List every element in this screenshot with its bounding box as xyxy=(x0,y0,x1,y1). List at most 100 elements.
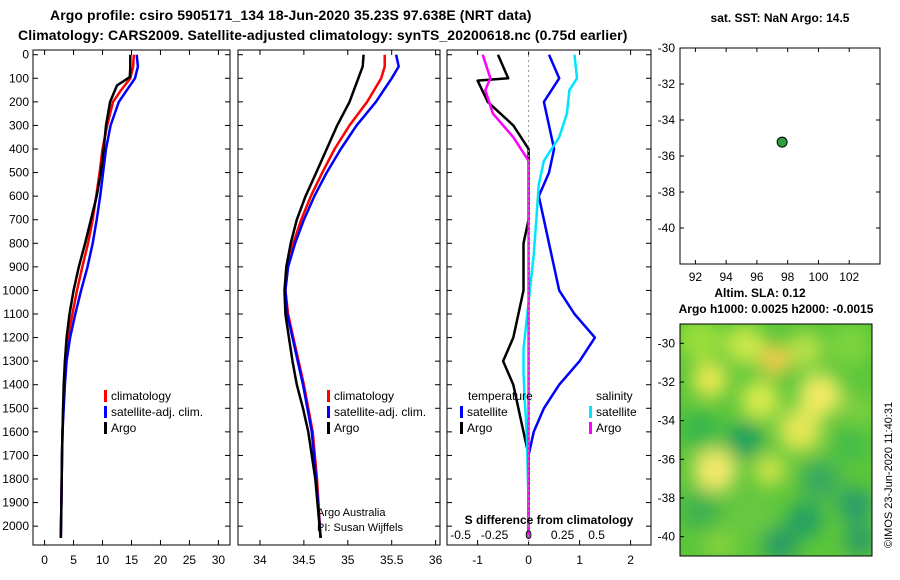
legend-swatch-climatology xyxy=(327,390,330,402)
x-tick-label: 2 xyxy=(627,553,634,567)
y-tick-label: 400 xyxy=(9,142,29,156)
legend-swatch-satellite xyxy=(327,406,330,418)
legend-label-climatology: climatology xyxy=(334,389,394,403)
heatmap-blobs xyxy=(680,324,872,556)
x-tick-label: 92 xyxy=(689,270,703,284)
y-tick-label: 1100 xyxy=(3,307,29,321)
y-tick-label: 100 xyxy=(9,71,29,85)
series-line-argo xyxy=(283,54,365,539)
y-tick-label: -40 xyxy=(658,221,676,235)
x-tick-label: 34 xyxy=(253,553,267,567)
y-tick-label: 1300 xyxy=(2,354,29,368)
y-tick-label: 0 xyxy=(22,48,29,62)
x-tick-label: 34.5 xyxy=(292,553,316,567)
heatmap-cell xyxy=(740,380,780,420)
top-axis-tick-label: 0.5 xyxy=(588,528,605,542)
y-tick-label: 1500 xyxy=(2,401,29,415)
x-tick-label: 102 xyxy=(839,270,859,284)
y-tick-label: 200 xyxy=(9,95,29,109)
legend-swatch-satellite_s xyxy=(589,406,592,418)
legend-swatch-argo xyxy=(327,422,330,434)
title-line-2: Climatology: CARS2009. Satellite-adjuste… xyxy=(18,27,628,43)
difference-panel: -1 0 1 2 S difference from climatology-0.5 -0… xyxy=(446,49,652,567)
legend-swatch-satellite xyxy=(104,406,107,418)
y-tick-label: -34 xyxy=(658,113,676,127)
plot-frame xyxy=(446,49,652,546)
heatmap-cell xyxy=(680,324,722,362)
series-line-satellite-temperature- xyxy=(527,54,597,538)
credit-line-1: Argo Australia xyxy=(317,507,386,519)
y-tick-label: -32 xyxy=(658,77,676,91)
series-line-satellite-adj-clim- xyxy=(284,54,400,538)
legend-label-satellite_t: satellite xyxy=(467,405,508,419)
x-tick-label: 100 xyxy=(808,270,828,284)
heatmap-cell xyxy=(727,422,763,458)
heatmap-cell xyxy=(837,487,872,523)
y-tick-label: 800 xyxy=(9,236,29,250)
legend-swatch-argo_s xyxy=(589,422,592,434)
heatmap-cell xyxy=(778,408,822,452)
legend-title-temperature: temperature xyxy=(468,389,533,403)
y-tick-label: -40 xyxy=(658,530,676,544)
x-tick-label: 35.5 xyxy=(380,553,404,567)
heatmap-frame xyxy=(679,323,873,557)
x-tick-label: 0 xyxy=(525,553,532,567)
x-tick-label: 94 xyxy=(719,270,733,284)
heatmap-cell xyxy=(762,527,798,556)
x-tick-label: 15 xyxy=(125,553,139,567)
legend-label-argo_s: Argo xyxy=(596,421,622,435)
heatmap-cell xyxy=(680,490,720,530)
y-tick-label: 300 xyxy=(9,118,29,132)
x-tick-label: 1 xyxy=(576,553,583,567)
credit-line-2: PI: Susan Wijffels xyxy=(317,522,403,534)
y-tick-label: -30 xyxy=(658,336,676,350)
legend-label-satellite_s: satellite xyxy=(596,405,637,419)
y-tick-label: 700 xyxy=(9,213,29,227)
altim-title-2: Argo h1000: 0.0025 h2000: -0.0015 xyxy=(679,302,874,316)
plot-frame xyxy=(237,49,441,546)
y-tick-label: -30 xyxy=(658,41,676,55)
legend-title-salinity: salinity xyxy=(596,389,633,403)
y-tick-label: 500 xyxy=(9,166,29,180)
legend-label-climatology: climatology xyxy=(111,389,171,403)
salinity-panel: 34 34.5 35 35.5 36 climatology satellite-adj. … xyxy=(237,49,443,567)
heatmap-cell xyxy=(725,325,765,365)
x-tick-label: 0 xyxy=(41,553,48,567)
y-tick-label: 900 xyxy=(9,260,29,274)
top-axis-tick-label: 0 xyxy=(525,528,532,542)
top-axis-tick-label: -0.25 xyxy=(481,528,509,542)
heatmap-cell xyxy=(728,493,772,537)
y-tick-label: 1900 xyxy=(2,496,29,510)
location-map-panel: sat. SST: NaN Argo: 14.5 92 94 96 98 100 102 -3… xyxy=(658,11,881,284)
title-line-1: Argo profile: csiro 5905171_134 18-Jun-2… xyxy=(50,7,532,23)
heatmap-cell xyxy=(692,362,728,398)
series-line-argo xyxy=(59,54,132,538)
y-tick-label: -32 xyxy=(658,375,676,389)
altim-title-1: Altim. SLA: 0.12 xyxy=(714,286,806,300)
heatmap-cell xyxy=(832,427,868,463)
heatmap-cell xyxy=(680,410,720,450)
heatmap-cell xyxy=(759,344,791,376)
legend-swatch-argo xyxy=(104,422,107,434)
y-tick-label: 1600 xyxy=(2,425,29,439)
legend-swatch-climatology xyxy=(104,390,107,402)
series-line-argo-temperature- xyxy=(476,54,530,538)
legend-label-satellite: satellite-adj. clim. xyxy=(111,405,203,419)
y-tick-label: 1400 xyxy=(2,378,29,392)
y-tick-label: -38 xyxy=(658,185,676,199)
legend-label-argo: Argo xyxy=(111,421,137,435)
y-tick-label: 2000 xyxy=(2,519,29,533)
x-tick-label: -1 xyxy=(472,553,483,567)
heatmap-cell xyxy=(754,454,786,486)
heatmap-cell xyxy=(798,373,842,417)
heatmap xyxy=(680,324,872,556)
y-tick-label: -38 xyxy=(658,491,676,505)
temperature-panel: 0100200300400500600700800900100011001200… xyxy=(2,48,231,567)
float-position-marker xyxy=(776,136,788,148)
legend-label-satellite: satellite-adj. clim. xyxy=(334,405,426,419)
legend-label-argo: Argo xyxy=(334,421,360,435)
y-tick-label: -34 xyxy=(658,414,676,428)
x-tick-label: 20 xyxy=(154,553,168,567)
x-tick-label: 35 xyxy=(341,553,355,567)
y-tick-label: -36 xyxy=(658,452,676,466)
